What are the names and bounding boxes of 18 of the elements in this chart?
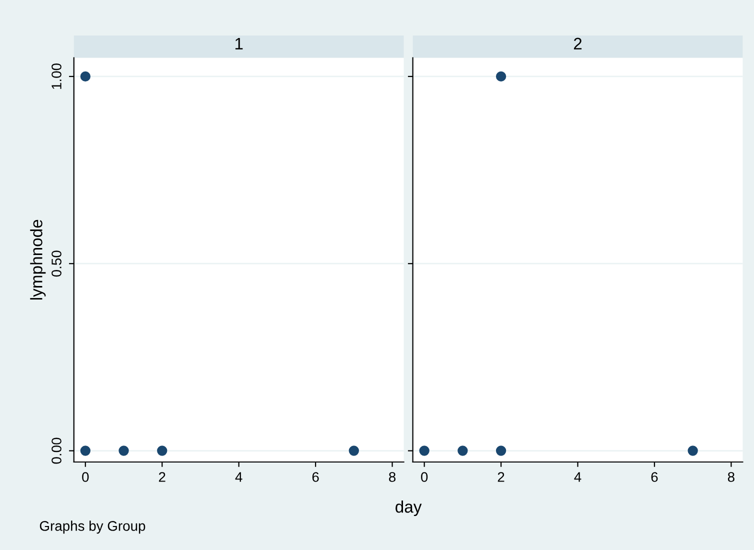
x-tick-label: 6 xyxy=(651,472,658,482)
x-tick-label: 0 xyxy=(82,472,89,482)
chart-title: 2 xyxy=(574,38,582,50)
x-tick-label: 2 xyxy=(498,472,504,482)
y-axis-title: lymphnode xyxy=(30,220,46,300)
text: Graphs by Group xyxy=(40,520,146,534)
x-tick-label: 4 xyxy=(574,472,582,482)
y-tick-label: 0.50 xyxy=(52,250,62,277)
chart-title: 1 xyxy=(235,38,243,50)
x-axis-title: day xyxy=(396,500,422,516)
y-tick-label: 1.00 xyxy=(52,63,62,89)
x-tick-label: 0 xyxy=(421,472,428,482)
x-tick-label: 2 xyxy=(158,472,166,482)
x-tick-label: 4 xyxy=(235,472,242,482)
x-tick-label: 8 xyxy=(389,472,396,482)
x-tick-label: 8 xyxy=(728,472,734,482)
x-tick-label: 6 xyxy=(312,472,319,482)
y-tick-label: 0.00 xyxy=(52,438,62,464)
